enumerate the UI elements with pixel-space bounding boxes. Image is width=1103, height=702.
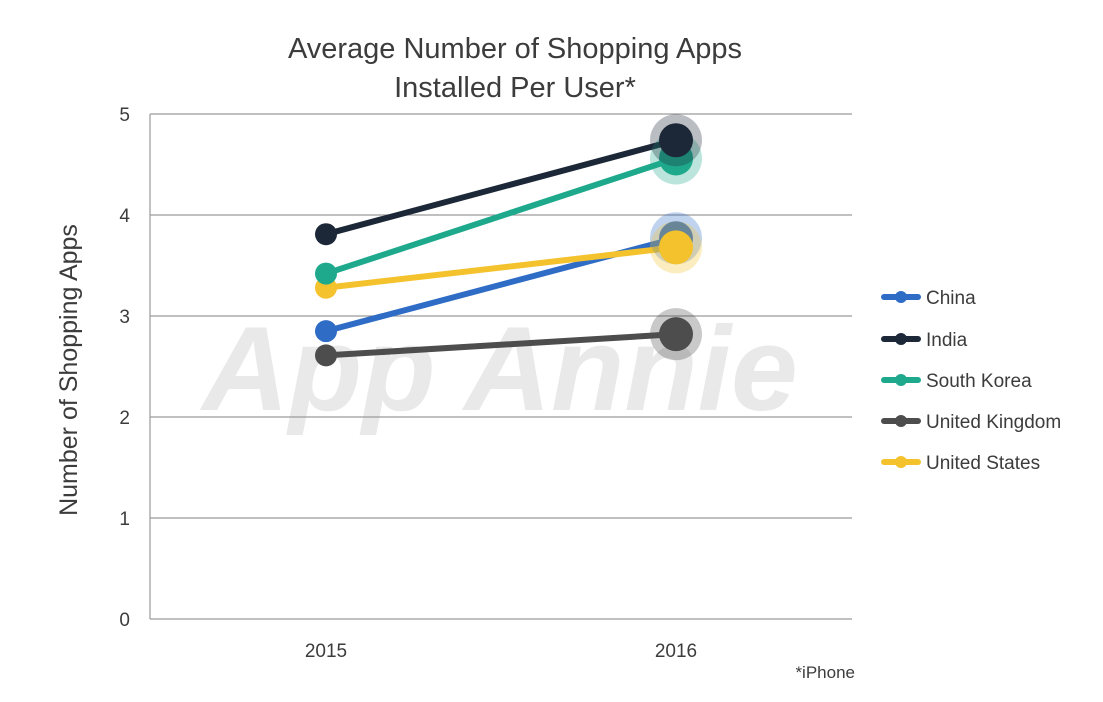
point-india-2016[interactable]: [659, 123, 693, 158]
legend-marker: [895, 333, 907, 345]
series-line-south-korea: [323, 155, 679, 277]
legend-label: United States: [926, 453, 1040, 474]
legend-marker: [895, 456, 907, 468]
series-line-united-kingdom: [323, 331, 679, 359]
legend-item-china[interactable]: China: [881, 288, 976, 309]
chart-title-line-1: Average Number of Shopping Apps: [288, 33, 742, 65]
point-china-2015[interactable]: [315, 320, 337, 343]
legend-label: United Kingdom: [926, 412, 1061, 433]
legend-item-india[interactable]: India: [881, 330, 968, 351]
watermark: App Annie: [199, 302, 798, 436]
legend-item-united-kingdom[interactable]: United Kingdom: [881, 412, 1061, 433]
series-line-united-states: [323, 244, 679, 291]
legend-label: South Korea: [926, 371, 1032, 392]
y-axis-label: Number of Shopping Apps: [55, 224, 83, 516]
x-tick-label: 2016: [655, 641, 697, 662]
legend-label: China: [926, 288, 976, 309]
point-united-kingdom-2016[interactable]: [659, 317, 693, 352]
point-south-korea-2015[interactable]: [315, 262, 337, 285]
legend-label: India: [926, 330, 968, 351]
series-line-india: [323, 137, 679, 238]
legend-item-united-states[interactable]: United States: [881, 453, 1040, 474]
point-india-2015[interactable]: [315, 223, 337, 246]
legend-marker: [895, 291, 907, 303]
legend-item-south-korea[interactable]: South Korea: [881, 371, 1032, 392]
y-tick-label: 4: [119, 206, 130, 227]
y-tick-label: 5: [119, 105, 130, 126]
legend-marker: [895, 374, 907, 386]
chart-title-line-2: Installed Per User*: [394, 72, 636, 104]
point-united-kingdom-2015[interactable]: [315, 344, 337, 367]
point-united-states-2016[interactable]: [659, 230, 693, 265]
y-tick-label: 2: [119, 408, 130, 429]
legend-marker: [895, 415, 907, 427]
y-tick-label: 3: [119, 307, 130, 328]
x-tick-label: 2015: [305, 641, 347, 662]
y-tick-label: 1: [119, 509, 130, 530]
y-tick-label: 0: [119, 610, 130, 631]
footnote: *iPhone: [795, 663, 855, 682]
